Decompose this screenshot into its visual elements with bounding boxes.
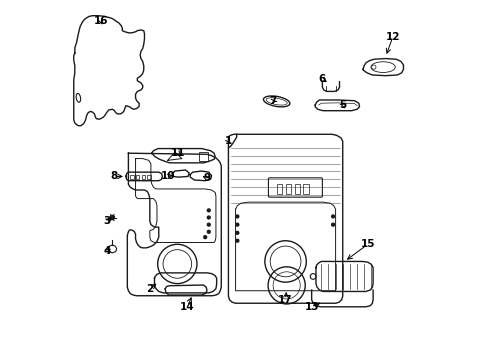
Text: 8: 8 [110, 171, 118, 181]
Circle shape [331, 223, 334, 226]
Circle shape [331, 215, 334, 218]
Circle shape [110, 215, 114, 220]
Circle shape [203, 236, 206, 239]
Text: 5: 5 [338, 100, 346, 110]
Circle shape [207, 216, 210, 219]
Text: 10: 10 [160, 171, 175, 181]
Text: 11: 11 [171, 148, 185, 158]
Text: 16: 16 [94, 16, 108, 26]
Text: 17: 17 [278, 295, 292, 305]
Circle shape [207, 209, 210, 212]
Text: 13: 13 [305, 302, 319, 312]
Circle shape [235, 223, 238, 226]
Circle shape [235, 215, 238, 218]
Text: 9: 9 [203, 173, 210, 183]
Text: 12: 12 [385, 32, 399, 42]
Circle shape [235, 239, 238, 242]
Circle shape [235, 231, 238, 234]
Text: 4: 4 [103, 247, 110, 256]
Text: 2: 2 [146, 284, 153, 294]
Circle shape [207, 230, 210, 233]
Text: 3: 3 [103, 216, 110, 226]
Text: 1: 1 [224, 136, 232, 146]
Text: 7: 7 [269, 96, 276, 107]
Circle shape [207, 223, 210, 226]
Text: 14: 14 [180, 302, 194, 312]
Text: 6: 6 [318, 74, 325, 84]
Text: 15: 15 [360, 239, 374, 249]
